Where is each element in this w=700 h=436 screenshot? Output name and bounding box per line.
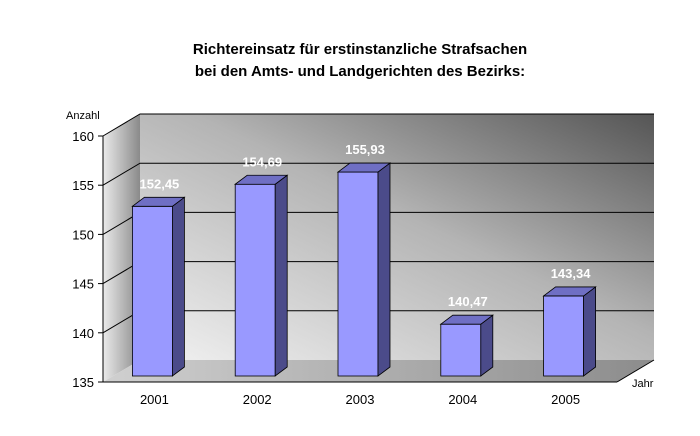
x-tick-label: 2002 (243, 392, 272, 407)
x-tick-label: 2004 (448, 392, 477, 407)
y-tick-label: 155 (72, 178, 94, 193)
floor-edge (616, 359, 655, 383)
bar-top-2001 (131, 196, 186, 207)
chart-title-line-2: bei den Amts- und Landgerichten des Bezi… (195, 63, 525, 80)
gridline (102, 162, 654, 186)
x-axis-label: Jahr (632, 378, 654, 390)
y-tick-label: 140 (72, 326, 94, 341)
bar-side-2001 (171, 196, 185, 377)
y-tick-label: 160 (72, 129, 94, 144)
bar-2004 (440, 323, 482, 377)
data-label-2005: 143,34 (551, 266, 592, 281)
bar-top-2005 (542, 286, 597, 297)
side-wall (103, 114, 140, 382)
data-label-2004: 140,47 (448, 294, 488, 309)
data-label-2001: 152,45 (140, 176, 180, 191)
bar-side-2002 (274, 174, 288, 377)
y-tick-label: 145 (72, 277, 94, 292)
y-axis-label: Anzahl (66, 110, 100, 122)
bar-top-2004 (439, 314, 494, 325)
data-label-2002: 154,69 (242, 154, 282, 169)
x-tick-label: 2005 (551, 392, 580, 407)
y-tick-label: 135 (72, 375, 94, 390)
bar-2003 (337, 171, 379, 377)
bar-top-2002 (233, 174, 289, 185)
data-label-2003: 155,93 (345, 142, 385, 157)
plot-area: 135 140 145 150 155 160 152,45 2001 154,69 2002 15… (72, 113, 655, 407)
gridline (102, 113, 654, 137)
bar-2005 (543, 295, 584, 377)
chart-title-line-1: Richtereinsatz für erstinstanzliche Stra… (193, 41, 527, 58)
x-tick-label: 2003 (346, 392, 375, 407)
bar-side-2003 (377, 162, 391, 377)
x-tick-label: 2001 (140, 392, 169, 407)
bar-2001 (131, 205, 173, 377)
bar-top-2003 (336, 162, 392, 173)
bar-side-2005 (583, 286, 596, 377)
y-tick-label: 150 (72, 227, 94, 242)
bar-side-2004 (480, 314, 494, 377)
bar-2002 (234, 183, 276, 377)
